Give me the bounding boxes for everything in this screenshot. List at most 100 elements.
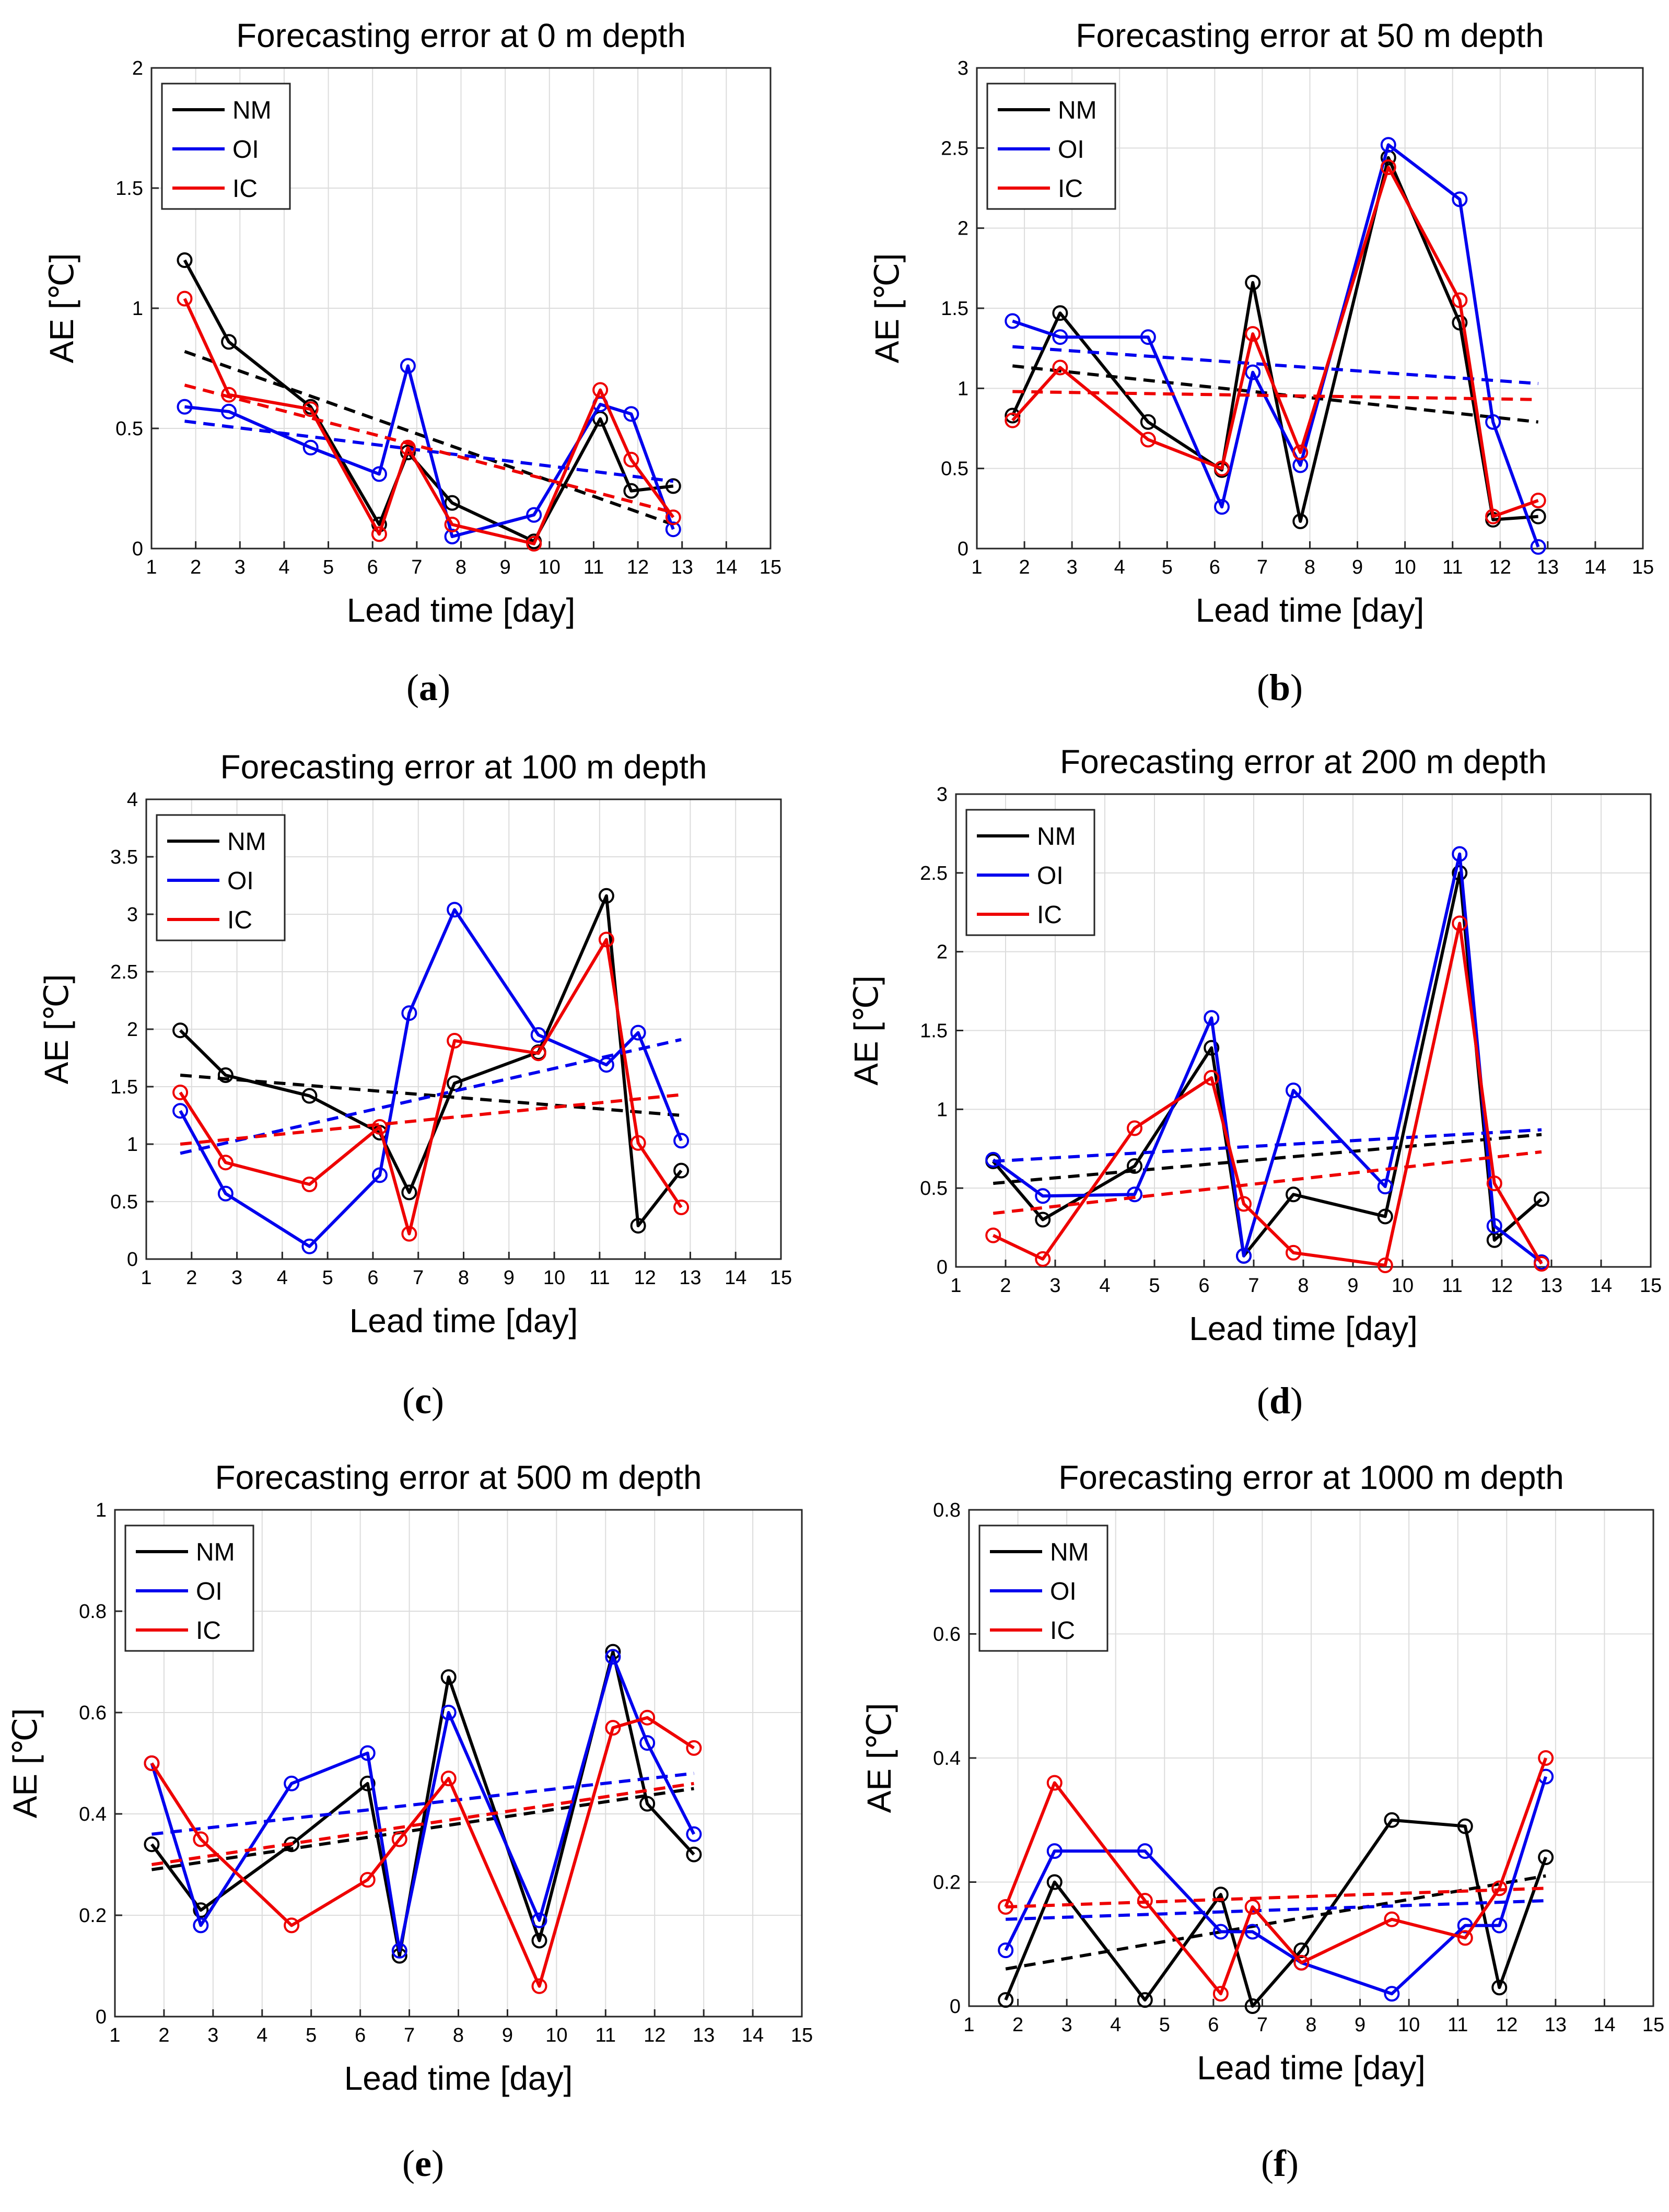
data-point-nm (1244, 1998, 1260, 2014)
data-point-oi (673, 1133, 690, 1149)
data-point-oi (447, 902, 463, 918)
data-point-nm (1212, 1887, 1229, 1903)
chart-title: Forecasting error at 0 m depth (236, 17, 686, 54)
y-tick-label: 0 (937, 1256, 948, 1278)
x-tick-label: 5 (323, 556, 334, 578)
data-point-ic (1486, 1175, 1502, 1192)
legend-label-nm: NM (227, 828, 266, 856)
data-point-oi (630, 1024, 646, 1041)
x-axis-label: Lead time [day] (1196, 591, 1425, 629)
legend-label-nm: NM (1058, 97, 1097, 124)
data-point-oi (1486, 1218, 1502, 1234)
x-tick-label: 1 (971, 556, 982, 578)
data-point-ic (630, 1135, 646, 1151)
data-point-ic (391, 1831, 407, 1847)
data-point-nm (1245, 274, 1261, 290)
x-tick-label: 14 (725, 1267, 746, 1289)
x-tick-label: 3 (1049, 1275, 1060, 1297)
y-tick-label: 0 (950, 1996, 961, 2018)
y-axis-label: AE [℃] (38, 974, 75, 1085)
data-point-nm (177, 252, 193, 268)
x-tick-label: 2 (1012, 2014, 1023, 2036)
data-point-oi (1137, 1843, 1153, 1859)
data-point-oi (177, 399, 193, 415)
legend-label-oi: OI (1050, 1578, 1077, 1605)
x-tick-label: 7 (411, 556, 422, 578)
x-tick-label: 9 (502, 2024, 513, 2046)
y-tick-label: 1 (958, 378, 968, 400)
y-tick-label: 1 (937, 1099, 948, 1121)
data-point-oi (623, 406, 639, 422)
y-tick-label: 1 (132, 298, 143, 320)
y-tick-label: 0.4 (933, 1748, 961, 1769)
data-point-nm (359, 1775, 376, 1791)
y-tick-label: 2.5 (941, 137, 968, 159)
data-point-ic (1530, 493, 1546, 508)
series-line-ic (1011, 166, 1539, 518)
data-point-ic (302, 401, 319, 417)
caption-a: (a) (406, 667, 450, 708)
chart-panel-0m: 1 2 3 4 5 6 7 8 9 10 11 12 13 14 15 0 0.5 1 1.5 2 Forecastin… (0, 0, 815, 674)
data-point-oi (605, 1649, 621, 1665)
x-tick-label: 13 (1540, 1275, 1562, 1297)
y-tick-label: 3 (127, 904, 138, 926)
legend-label-oi: OI (227, 867, 254, 895)
legend-label-oi: OI (196, 1578, 223, 1605)
data-point-ic (371, 526, 387, 542)
x-tick-label: 14 (1590, 1275, 1612, 1297)
data-point-nm (665, 478, 681, 494)
x-tick-label: 6 (1209, 556, 1220, 578)
data-point-oi (371, 1167, 388, 1183)
x-tick-label: 4 (278, 556, 289, 578)
data-point-oi (391, 1942, 407, 1959)
x-tick-label: 12 (1496, 2014, 1518, 2036)
data-point-ic (998, 1899, 1014, 1915)
legend-label-oi: OI (232, 136, 259, 164)
series-line-nm (1004, 1818, 1547, 2008)
x-axis-label: Lead time [day] (1197, 2049, 1426, 2087)
x-tick-label: 11 (596, 2024, 616, 2046)
y-tick-label: 0.8 (933, 1499, 961, 1521)
data-point-ic (1214, 460, 1230, 476)
x-axis-label: Lead time [day] (347, 591, 576, 629)
x-tick-label: 2 (190, 556, 201, 578)
data-point-oi (193, 1917, 209, 1934)
legend-label-ic: IC (1050, 1617, 1075, 1645)
data-point-ic (1452, 915, 1468, 932)
data-point-nm (144, 1836, 160, 1853)
series-line-oi (1004, 1776, 1548, 1996)
caption-b: (b) (1256, 667, 1303, 708)
x-tick-label: 15 (1632, 556, 1654, 578)
data-point-oi (1380, 137, 1396, 153)
data-point-nm (1127, 1158, 1142, 1174)
x-tick-label: 12 (634, 1267, 656, 1289)
data-point-oi (1452, 191, 1468, 207)
data-point-oi (1491, 1917, 1508, 1934)
data-point-oi (1377, 1179, 1393, 1195)
caption-c: (c) (402, 1380, 444, 1422)
x-tick-label: 8 (1298, 1275, 1309, 1297)
data-point-ic (284, 1917, 300, 1934)
x-tick-label: 9 (1352, 556, 1363, 578)
y-axis-label: AE [℃] (6, 1708, 44, 1819)
legend-label-nm: NM (196, 1539, 235, 1566)
data-point-oi (686, 1826, 702, 1842)
y-tick-label: 3 (958, 57, 968, 79)
x-tick-label: 5 (1149, 1275, 1160, 1297)
data-point-oi (400, 358, 416, 374)
x-tick-label: 13 (671, 556, 693, 578)
y-tick-label: 2.5 (920, 863, 948, 884)
legend-label-oi: OI (1058, 136, 1084, 164)
data-point-ic (1236, 1196, 1252, 1212)
data-point-oi (1236, 1248, 1252, 1264)
data-point-oi (998, 1942, 1014, 1959)
data-point-nm (639, 1796, 656, 1812)
x-tick-label: 8 (456, 556, 466, 578)
x-tick-label: 10 (1392, 1275, 1414, 1297)
caption-f: (f) (1261, 2143, 1299, 2184)
x-tick-label: 9 (504, 1267, 515, 1289)
trend-line-ic (1012, 390, 1538, 401)
data-point-oi (526, 507, 542, 523)
data-point-nm (301, 1088, 318, 1104)
x-tick-label: 14 (742, 2024, 764, 2046)
